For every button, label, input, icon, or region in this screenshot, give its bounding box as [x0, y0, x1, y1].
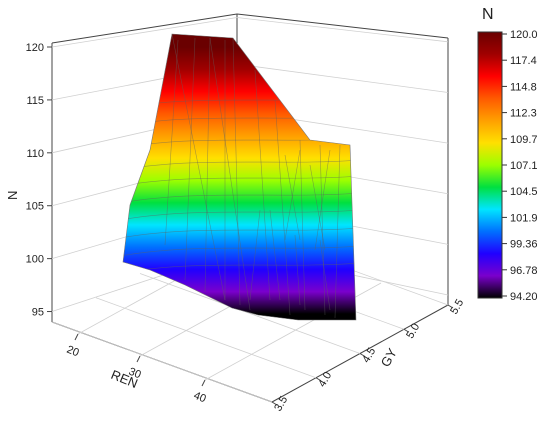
colorbar-tick-label: 101.9 [510, 212, 538, 224]
z-tick-label: 100 [26, 254, 44, 266]
surface-fill [122, 33, 357, 321]
x-tick [74, 333, 79, 341]
x-tick-label: 40 [192, 390, 208, 406]
y-tick [271, 401, 278, 406]
colorbar-tick-label: 117.4 [510, 55, 537, 67]
z-axis-title: N [5, 191, 20, 200]
colorbar-tick-label: 109.7 [510, 134, 538, 146]
colorbar-tick-label: 96.78 [510, 265, 538, 277]
colorbar-tick-label: 94.20 [510, 291, 538, 303]
colorbar-tick-label: 120.0 [510, 29, 538, 41]
y-axis-title: GY [378, 345, 401, 369]
z-axis-ticks: 95 100 105 110 115 120 [26, 42, 52, 319]
colorbar-tick-label: 114.8 [510, 81, 537, 93]
y-tick [359, 353, 366, 357]
z-tick-label: 115 [26, 95, 44, 107]
y-tick-label: 5.0 [404, 322, 422, 341]
colorbar-tick-label: 99.36 [510, 239, 538, 251]
y-tick [447, 304, 454, 309]
colorbar-tick-label: 107.1 [510, 160, 538, 172]
z-tick-label: 95 [32, 307, 44, 319]
y-tick-label: 4.5 [360, 346, 378, 365]
colorbar-title: N [482, 6, 494, 23]
x-tick-label: 30 [127, 366, 143, 382]
x-axis-ticks: 20 30 40 [65, 333, 208, 406]
colorbar-strip [477, 31, 503, 299]
z-tick-label: 105 [26, 201, 44, 213]
z-tick-label: 120 [26, 42, 44, 54]
colorbar: N 120.0 117.4 114.8 112.3 109.7 107.1 104.5 101… [477, 6, 538, 303]
z-tick-label: 110 [26, 148, 44, 160]
colorbar-tick-label: 112.3 [510, 108, 537, 120]
y-tick [315, 377, 322, 382]
colorbar-ticks: 120.0 117.4 114.8 112.3 109.7 107.1 104.5 101.9… [502, 29, 538, 303]
y-tick-label: 3.5 [272, 394, 290, 413]
colorbar-tick-label: 104.5 [510, 186, 538, 198]
x-tick-label: 20 [65, 344, 81, 360]
y-tick [403, 328, 410, 333]
y-tick-label: 4.0 [316, 370, 334, 389]
x-tick [201, 379, 206, 387]
y-tick-label: 5.5 [448, 297, 466, 316]
x-tick [136, 355, 141, 363]
